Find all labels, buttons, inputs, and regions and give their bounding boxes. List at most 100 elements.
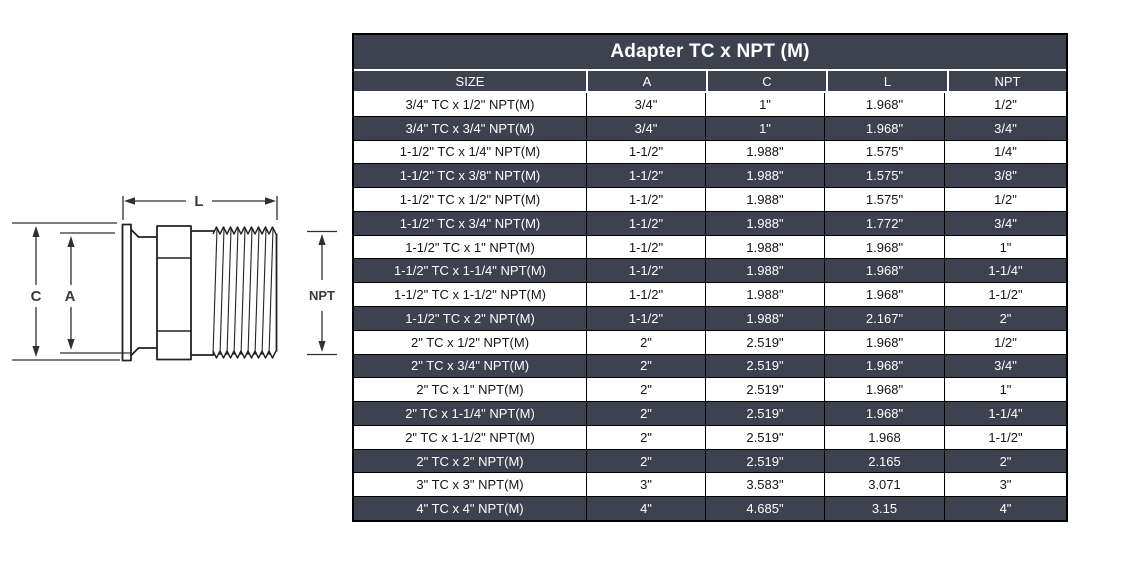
table-cell: 2.165 — [825, 449, 944, 473]
table-cell: 4.685" — [706, 497, 824, 520]
table-cell: 1.988" — [706, 307, 824, 330]
table-cell: 3.071 — [825, 473, 944, 497]
thread-crest-bottom — [212, 350, 277, 359]
table-cell: 1-1/2" — [587, 235, 705, 259]
dim-label-c: C — [31, 288, 42, 305]
table-cell: 3.15 — [825, 497, 944, 520]
arrow-c-down — [32, 346, 40, 357]
column-header-c: C — [708, 71, 826, 91]
table-cell: 1.968" — [825, 116, 944, 140]
table-cell: 1.968" — [825, 235, 944, 259]
table-cell: 1-1/2" TC x 3/8" NPT(M) — [354, 164, 586, 188]
table-cell: 1.968" — [825, 378, 944, 402]
table-cell: 4" TC x 4" NPT(M) — [354, 497, 586, 520]
dim-c-extension-lines — [12, 222, 120, 361]
arrow-npt-down — [318, 341, 326, 352]
table-cell: 1.988" — [706, 235, 824, 259]
table-cell: 1-1/4" — [945, 259, 1066, 283]
table-cell: 1.968" — [825, 259, 944, 283]
table-cell: 1" — [706, 116, 824, 140]
thread-hatch-lines — [212, 228, 274, 356]
table-cell: 2" TC x 1/2" NPT(M) — [354, 330, 586, 354]
thread-shoulder — [191, 230, 214, 356]
table-cell: 1.575" — [825, 188, 944, 211]
dim-label-a: A — [65, 288, 76, 305]
arrow-a-up — [67, 236, 75, 247]
table-cell: 1/2" — [945, 93, 1066, 116]
column-header-size: SIZE — [354, 71, 586, 91]
arrow-c-up — [32, 226, 40, 237]
dim-label-l: L — [194, 193, 203, 210]
table-cell: 1" — [945, 378, 1066, 402]
table-cell: 3/4" — [587, 116, 705, 140]
table-cell: 1.988" — [706, 259, 824, 283]
table-cell: 1-1/2" — [945, 425, 1066, 449]
table-cell: 1-1/2" — [587, 211, 705, 235]
table-cell: 3" — [945, 473, 1066, 497]
table-cell: 1.988" — [706, 188, 824, 211]
dim-a-extension-lines — [60, 232, 130, 354]
table-cell: 1-1/2" TC x 3/4" NPT(M) — [354, 211, 586, 235]
ferrule-neck-bottom — [130, 347, 157, 357]
table-cell: 1.988" — [706, 211, 824, 235]
table-cell: 4" — [587, 497, 705, 520]
table-cell: 2.519" — [706, 449, 824, 473]
dimension-lines — [12, 196, 337, 361]
table-cell: 3.583" — [706, 473, 824, 497]
table-cell: 1-1/2" — [587, 259, 705, 283]
table-cell: 1-1/2" TC x 2" NPT(M) — [354, 307, 586, 330]
table-cell: 1.575" — [825, 164, 944, 188]
table-cell: 3" — [587, 473, 705, 497]
table-cell: 1/2" — [945, 188, 1066, 211]
table-cell: 2" — [587, 330, 705, 354]
table-cell: 1-1/2" — [587, 164, 705, 188]
table-cell: 1.772" — [825, 211, 944, 235]
table-cell: 1" — [945, 235, 1066, 259]
arrow-npt-up — [318, 234, 326, 245]
dim-l-extension-lines — [122, 196, 278, 220]
table-cell: 2" — [945, 307, 1066, 330]
table-header-row: SIZE A C L NPT — [354, 71, 1066, 93]
table-cell: 2.519" — [706, 354, 824, 378]
table-title: Adapter TC x NPT (M) — [354, 35, 1066, 71]
fitting-outline — [121, 223, 278, 362]
table-cell: 1.988" — [706, 140, 824, 164]
table-cell: 2.519" — [706, 402, 824, 425]
table-cell: 2" TC x 2" NPT(M) — [354, 449, 586, 473]
table-cell: 2" TC x 3/4" NPT(M) — [354, 354, 586, 378]
table-cell: 1.988" — [706, 164, 824, 188]
table-cell: 1-1/2" — [587, 140, 705, 164]
table-cell: 1-1/2" — [587, 188, 705, 211]
table-cell: 1-1/2" TC x 1/4" NPT(M) — [354, 140, 586, 164]
table-cell: 1.968" — [825, 283, 944, 306]
adapter-drawing-svg: L C A NPT — [12, 193, 337, 362]
column-header-npt: NPT — [949, 71, 1066, 91]
ferrule-neck-top — [130, 228, 157, 238]
arrow-l-right — [265, 197, 276, 205]
table-cell: 1-1/2" — [587, 307, 705, 330]
table-cell: 1/4" — [945, 140, 1066, 164]
table-cell: 3" TC x 3" NPT(M) — [354, 473, 586, 497]
table-cell: 2" TC x 1" NPT(M) — [354, 378, 586, 402]
table-cell: 1-1/2" — [587, 283, 705, 306]
table-cell: 1-1/2" TC x 1" NPT(M) — [354, 235, 586, 259]
table-cell: 2.519" — [706, 330, 824, 354]
column-header-a: A — [588, 71, 706, 91]
table-cell: 2" — [587, 354, 705, 378]
table-cell: 1.968" — [825, 93, 944, 116]
arrow-a-down — [67, 339, 75, 350]
table-cell: 2" — [587, 378, 705, 402]
table-cell: 3/8" — [945, 164, 1066, 188]
table-cell: 3/4" — [587, 93, 705, 116]
table-cell: 4" — [945, 497, 1066, 520]
table-cell: 3/4" TC x 1/2" NPT(M) — [354, 93, 586, 116]
table-cell: 2.519" — [706, 425, 824, 449]
table-cell: 2.519" — [706, 378, 824, 402]
dim-label-npt: NPT — [309, 288, 335, 303]
column-header-l: L — [828, 71, 947, 91]
table-cell: 2" — [587, 425, 705, 449]
table-cell: 1-1/2" TC x 1-1/4" NPT(M) — [354, 259, 586, 283]
table-cell: 1.968" — [825, 354, 944, 378]
ferrule-flange — [121, 223, 132, 362]
